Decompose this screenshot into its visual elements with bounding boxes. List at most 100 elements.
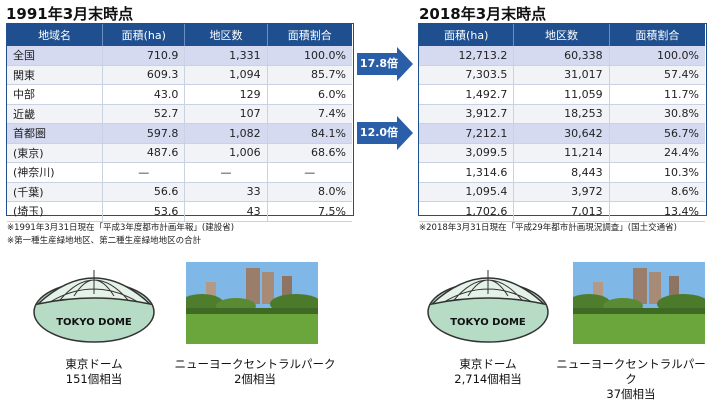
column-header: 面積(ha): [102, 24, 186, 46]
cell-area: —: [102, 162, 186, 183]
cell-ratio: 8.6%: [609, 182, 705, 202]
cell-ratio: 57.4%: [609, 65, 705, 85]
right-heading: 2018年3月末時点: [419, 5, 547, 23]
caption-name: 東京ドーム: [65, 357, 123, 371]
cell-districts: 60,338: [513, 46, 610, 66]
table-row: 12,713.2 60,338 100.0%: [419, 46, 705, 66]
central-park-image: [186, 262, 318, 344]
cell-ratio: 30.8%: [609, 104, 705, 124]
left-definition-note: ※第一種生産緑地地区、第二種生産緑地地区の合計: [7, 236, 202, 246]
cell-districts: 3,972: [513, 182, 610, 202]
cell-area: 56.6: [102, 182, 186, 202]
caption-count: 2,714個相当: [454, 372, 522, 386]
cell-districts: 8,443: [513, 162, 610, 183]
cell-area: 1,492.7: [419, 84, 515, 105]
cell-districts: 30,642: [513, 123, 610, 144]
cell-name: (神奈川): [7, 162, 104, 183]
cell-name: 首都圏: [7, 123, 104, 144]
cell-ratio: 8.0%: [267, 182, 352, 202]
table-row: 近畿 52.7 107 7.4%: [7, 104, 352, 124]
cell-name: 近畿: [7, 104, 104, 124]
cell-ratio: 100.0%: [267, 46, 352, 66]
right-table: 面積(ha) 地区数 面積割合 12,713.2 60,338 100.0% 7,30…: [419, 24, 705, 222]
column-header: 地区数: [184, 24, 268, 46]
cell-ratio: 100.0%: [609, 46, 705, 66]
arrow-label-zenkoku: 17.8倍: [359, 57, 399, 70]
left-source-note: ※1991年3月31日現在「平成3年度都市計画年報」(建設省): [7, 223, 235, 233]
caption-name: 東京ドーム: [459, 357, 517, 371]
table-row: 首都圏 597.8 1,082 84.1%: [7, 123, 352, 144]
cell-ratio: 7.4%: [267, 104, 352, 124]
cell-ratio: 56.7%: [609, 123, 705, 144]
cell-districts: 18,253: [513, 104, 610, 124]
table-row: 全国 710.9 1,331 100.0%: [7, 46, 352, 66]
right-arrow-icon: [357, 47, 413, 81]
table-row: 1,492.7 11,059 11.7%: [419, 84, 705, 105]
cell-name: 中部: [7, 84, 104, 105]
central-park-image: [573, 262, 705, 344]
cell-districts: 1,006: [184, 143, 268, 163]
cell-ratio: 84.1%: [267, 123, 352, 144]
cell-ratio: 11.7%: [609, 84, 705, 105]
caption-count: 2個相当: [234, 372, 276, 386]
cell-area: 7,212.1: [419, 123, 515, 144]
caption-name: ニューヨークセントラルパーク: [174, 357, 336, 371]
table-row: (千葉) 56.6 33 8.0%: [7, 182, 352, 202]
cell-area: 1,314.6: [419, 162, 515, 183]
arrow-label-shutoken: 12.0倍: [359, 126, 399, 139]
cell-area: 609.3: [102, 65, 186, 85]
table-row: 1,095.4 3,972 8.6%: [419, 182, 705, 202]
cell-area: 710.9: [102, 46, 186, 66]
cell-area: 43.0: [102, 84, 186, 105]
arrow-zenkoku: 17.8倍: [357, 47, 413, 81]
cell-ratio: 7.5%: [267, 201, 352, 222]
cell-area: 1,702.6: [419, 201, 515, 222]
table-row: 関東 609.3 1,094 85.7%: [7, 65, 352, 85]
cell-area: 53.6: [102, 201, 186, 222]
table-row: (埼玉) 53.6 43 7.5%: [7, 201, 352, 222]
left-table-header-row: 地域名 面積(ha) 地区数 面積割合: [7, 24, 352, 46]
table-row: 1,314.6 8,443 10.3%: [419, 162, 705, 183]
cell-area: 597.8: [102, 123, 186, 144]
column-header: 面積割合: [609, 24, 705, 46]
cell-name: (千葉): [7, 182, 104, 202]
cell-area: 12,713.2: [419, 46, 515, 66]
column-header: 地域名: [7, 24, 104, 46]
left-heading: 1991年3月末時点: [6, 5, 134, 23]
left-table: 地域名 面積(ha) 地区数 面積割合 全国 710.9 1,331 100.0% 関東…: [7, 24, 352, 222]
column-header: 面積(ha): [419, 24, 515, 46]
cell-ratio: 85.7%: [267, 65, 352, 85]
cell-districts: 1,082: [184, 123, 268, 144]
cell-ratio: 6.0%: [267, 84, 352, 105]
table-row: 3,912.7 18,253 30.8%: [419, 104, 705, 124]
column-header: 地区数: [513, 24, 610, 46]
table-row: 1,702.6 7,013 13.4%: [419, 201, 705, 222]
table-row: 3,099.5 11,214 24.4%: [419, 143, 705, 163]
cell-districts: 7,013: [513, 201, 610, 222]
dome-label: TOKYO DOME: [56, 317, 132, 328]
left-park-caption: ニューヨークセントラルパーク 2個相当: [170, 357, 340, 387]
left-dome-caption: 東京ドーム 151個相当: [30, 357, 158, 387]
cell-area: 487.6: [102, 143, 186, 163]
cell-ratio: 68.6%: [267, 143, 352, 163]
cell-name: 全国: [7, 46, 104, 66]
cell-districts: 107: [184, 104, 268, 124]
cell-districts: 1,094: [184, 65, 268, 85]
table-row: 中部 43.0 129 6.0%: [7, 84, 352, 105]
cell-area: 1,095.4: [419, 182, 515, 202]
right-dome-caption: 東京ドーム 2,714個相当: [424, 357, 552, 387]
right-source-note: ※2018年3月31日現在「平成29年都市計画現況調査」(国土交通省): [419, 223, 677, 233]
right-park-caption: ニューヨークセントラルパーク 37個相当: [555, 357, 707, 402]
cell-districts: 11,059: [513, 84, 610, 105]
cell-districts: 33: [184, 182, 268, 202]
table-row: 7,303.5 31,017 57.4%: [419, 65, 705, 85]
cell-districts: 1,331: [184, 46, 268, 66]
cell-ratio: 24.4%: [609, 143, 705, 163]
cell-area: 3,912.7: [419, 104, 515, 124]
cell-area: 7,303.5: [419, 65, 515, 85]
cell-districts: 129: [184, 84, 268, 105]
caption-count: 151個相当: [65, 372, 123, 386]
arrow-shutoken: 12.0倍: [357, 116, 413, 150]
cell-area: 52.7: [102, 104, 186, 124]
cell-ratio: 13.4%: [609, 201, 705, 222]
